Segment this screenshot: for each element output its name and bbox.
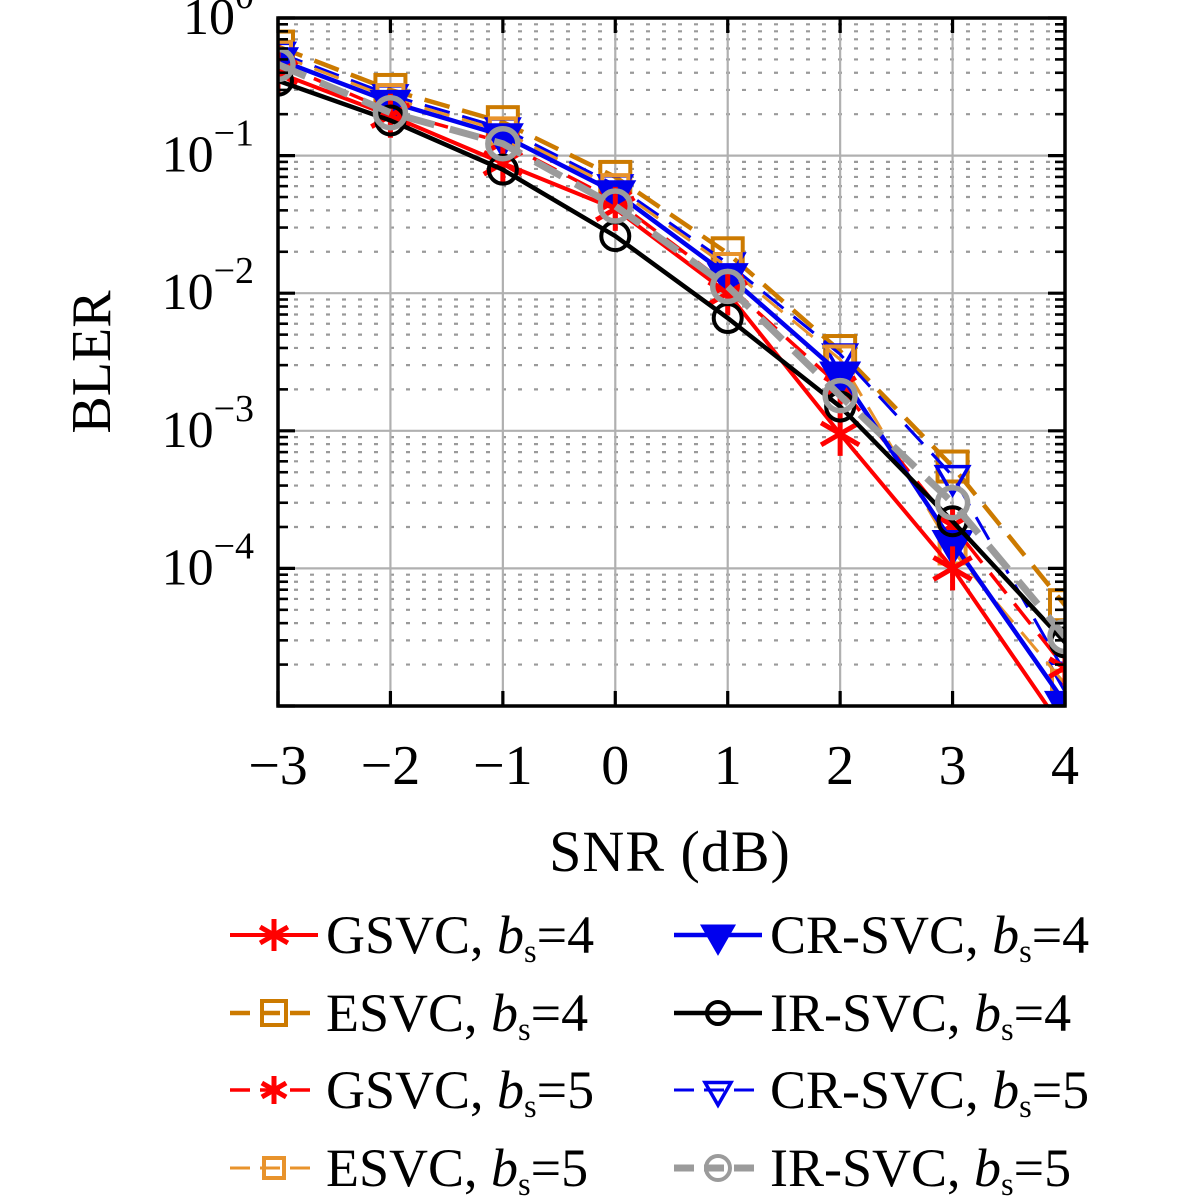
- x-tick-label: 1: [714, 735, 742, 797]
- x-tick-label: 0: [601, 735, 629, 797]
- ir-svc-bs5-legend-sample: [674, 1154, 762, 1182]
- x-tick-label: −2: [361, 735, 421, 797]
- esvc-bs5-legend-sample: [230, 1156, 318, 1180]
- y-tick-label: 10−3: [162, 388, 254, 459]
- x-tick-label: 3: [939, 735, 967, 797]
- cr-svc-bs4-legend-sample: [674, 924, 762, 956]
- ir-svc-bs4-legend-sample: [674, 1000, 762, 1026]
- gsvc-bs4-legend-sample: [230, 919, 318, 951]
- cr-svc-bs5-legend-label: CR-SVC, bs=5: [770, 1060, 1090, 1126]
- ir-svc-bs4-legend-label: IR-SVC, bs=4: [770, 983, 1072, 1049]
- legend-item-esvc-bs5: ESVC, bs=5: [228, 1136, 589, 1203]
- y-tick-label: 10−4: [162, 525, 254, 596]
- ir-svc-bs5-legend-label: IR-SVC, bs=5: [770, 1138, 1072, 1203]
- esvc-bs5-legend-label: ESVC, bs=5: [326, 1138, 589, 1203]
- legend-item-gsvc-bs5: GSVC, bs=5: [228, 1058, 595, 1126]
- legend-item-cr-svc-bs5: CR-SVC, bs=5: [672, 1058, 1090, 1126]
- plot-background: [278, 18, 1065, 706]
- cr-svc-bs5-legend-sample: [674, 1080, 762, 1109]
- x-axis-label: SNR (dB): [549, 819, 791, 884]
- y-tick-label: 100: [183, 0, 254, 46]
- legend-item-ir-svc-bs4: IR-SVC, bs=4: [672, 981, 1072, 1049]
- gsvc-bs5-legend-sample: [230, 1076, 318, 1104]
- y-tick-label: 10−1: [162, 113, 254, 184]
- gsvc-bs5-legend-label: GSVC, bs=5: [326, 1060, 595, 1126]
- y-axis-label: BLER: [61, 290, 123, 434]
- bler-plot-canvas: −3 −2 −1 0 1 2 3 4 100 10−1 10−2 10−3 10−4: [162, 0, 1079, 797]
- x-tick-label: −3: [248, 735, 308, 797]
- plot-frame: [276, 16, 1067, 708]
- x-tick-label: 4: [1051, 735, 1079, 797]
- esvc-bs4-legend-sample: [230, 999, 318, 1027]
- legend-item-ir-svc-bs5: IR-SVC, bs=5: [672, 1136, 1072, 1203]
- cr-svc-bs4-legend-label: CR-SVC, bs=4: [770, 905, 1090, 971]
- y-tick-label: 10−2: [162, 250, 254, 321]
- legend-item-esvc-bs4: ESVC, bs=4: [228, 981, 589, 1049]
- x-tick-label: 2: [826, 735, 854, 797]
- gsvc-bs4-legend-label: GSVC, bs=4: [326, 905, 595, 971]
- legend-item-cr-svc-bs4: CR-SVC, bs=4: [672, 903, 1090, 971]
- esvc-bs4-legend-label: ESVC, bs=4: [326, 983, 589, 1049]
- legend-item-gsvc-bs4: GSVC, bs=4: [228, 903, 595, 971]
- series-ir-svc-bs5: [278, 46, 1065, 655]
- x-tick-label: −1: [473, 735, 533, 797]
